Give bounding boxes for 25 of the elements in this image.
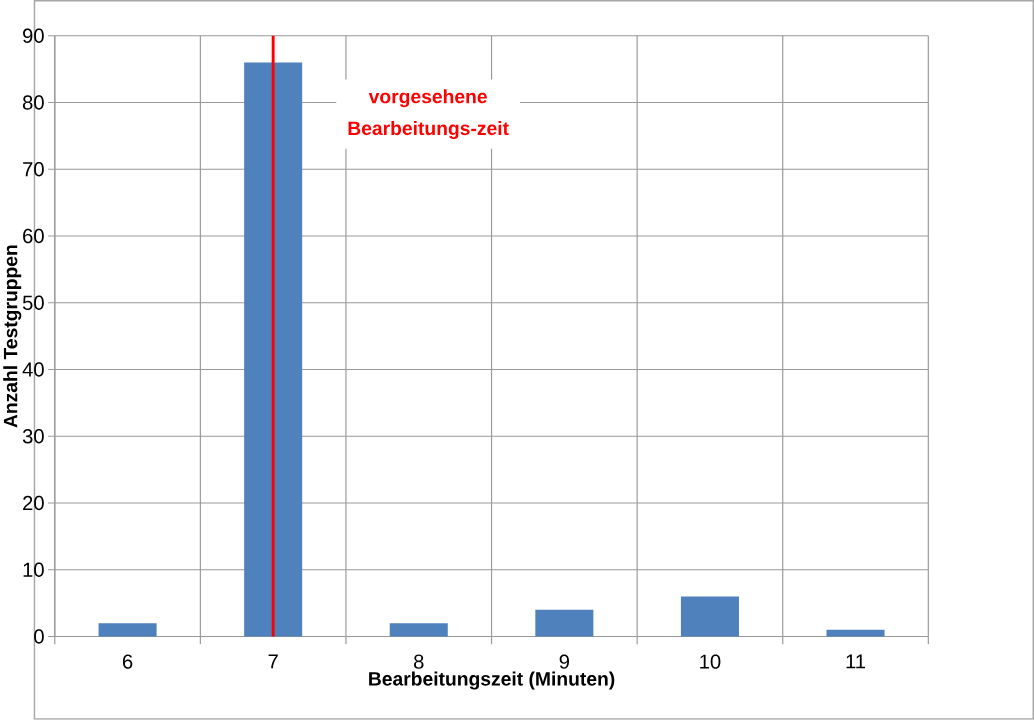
x-tick-label: 8 (414, 654, 424, 669)
x-tick-label: 10 (700, 654, 721, 669)
x-tick-label: 6 (122, 654, 133, 669)
y-tick-label: 30 (22, 429, 44, 444)
bar (535, 609, 594, 637)
y-tick-label: 0 (34, 629, 44, 644)
x-tick-label: 7 (268, 654, 278, 669)
x-tick-label: 11 (846, 654, 866, 669)
y-tick-label: 20 (23, 496, 44, 511)
bar (244, 62, 303, 637)
bar (389, 623, 448, 637)
y-axis-title: Anzahl Testgruppen (3, 245, 22, 428)
y-tick-label: 60 (23, 229, 44, 244)
bar (98, 623, 157, 637)
y-tick-label: 40 (22, 362, 44, 377)
y-tick-label: 80 (22, 95, 44, 110)
bar (826, 629, 885, 637)
y-tick-label: 50 (22, 295, 44, 311)
bar (680, 596, 739, 637)
y-tick-label: 70 (23, 162, 44, 177)
y-tick-label: 10 (23, 562, 44, 578)
y-tick-label: 90 (23, 28, 44, 44)
ref-line-label: vorgesehene Bearbeitungs-zeit (348, 89, 509, 140)
x-axis-title: Bearbeitungszeit (Minuten) (369, 671, 615, 690)
x-tick-label: 9 (559, 654, 570, 669)
